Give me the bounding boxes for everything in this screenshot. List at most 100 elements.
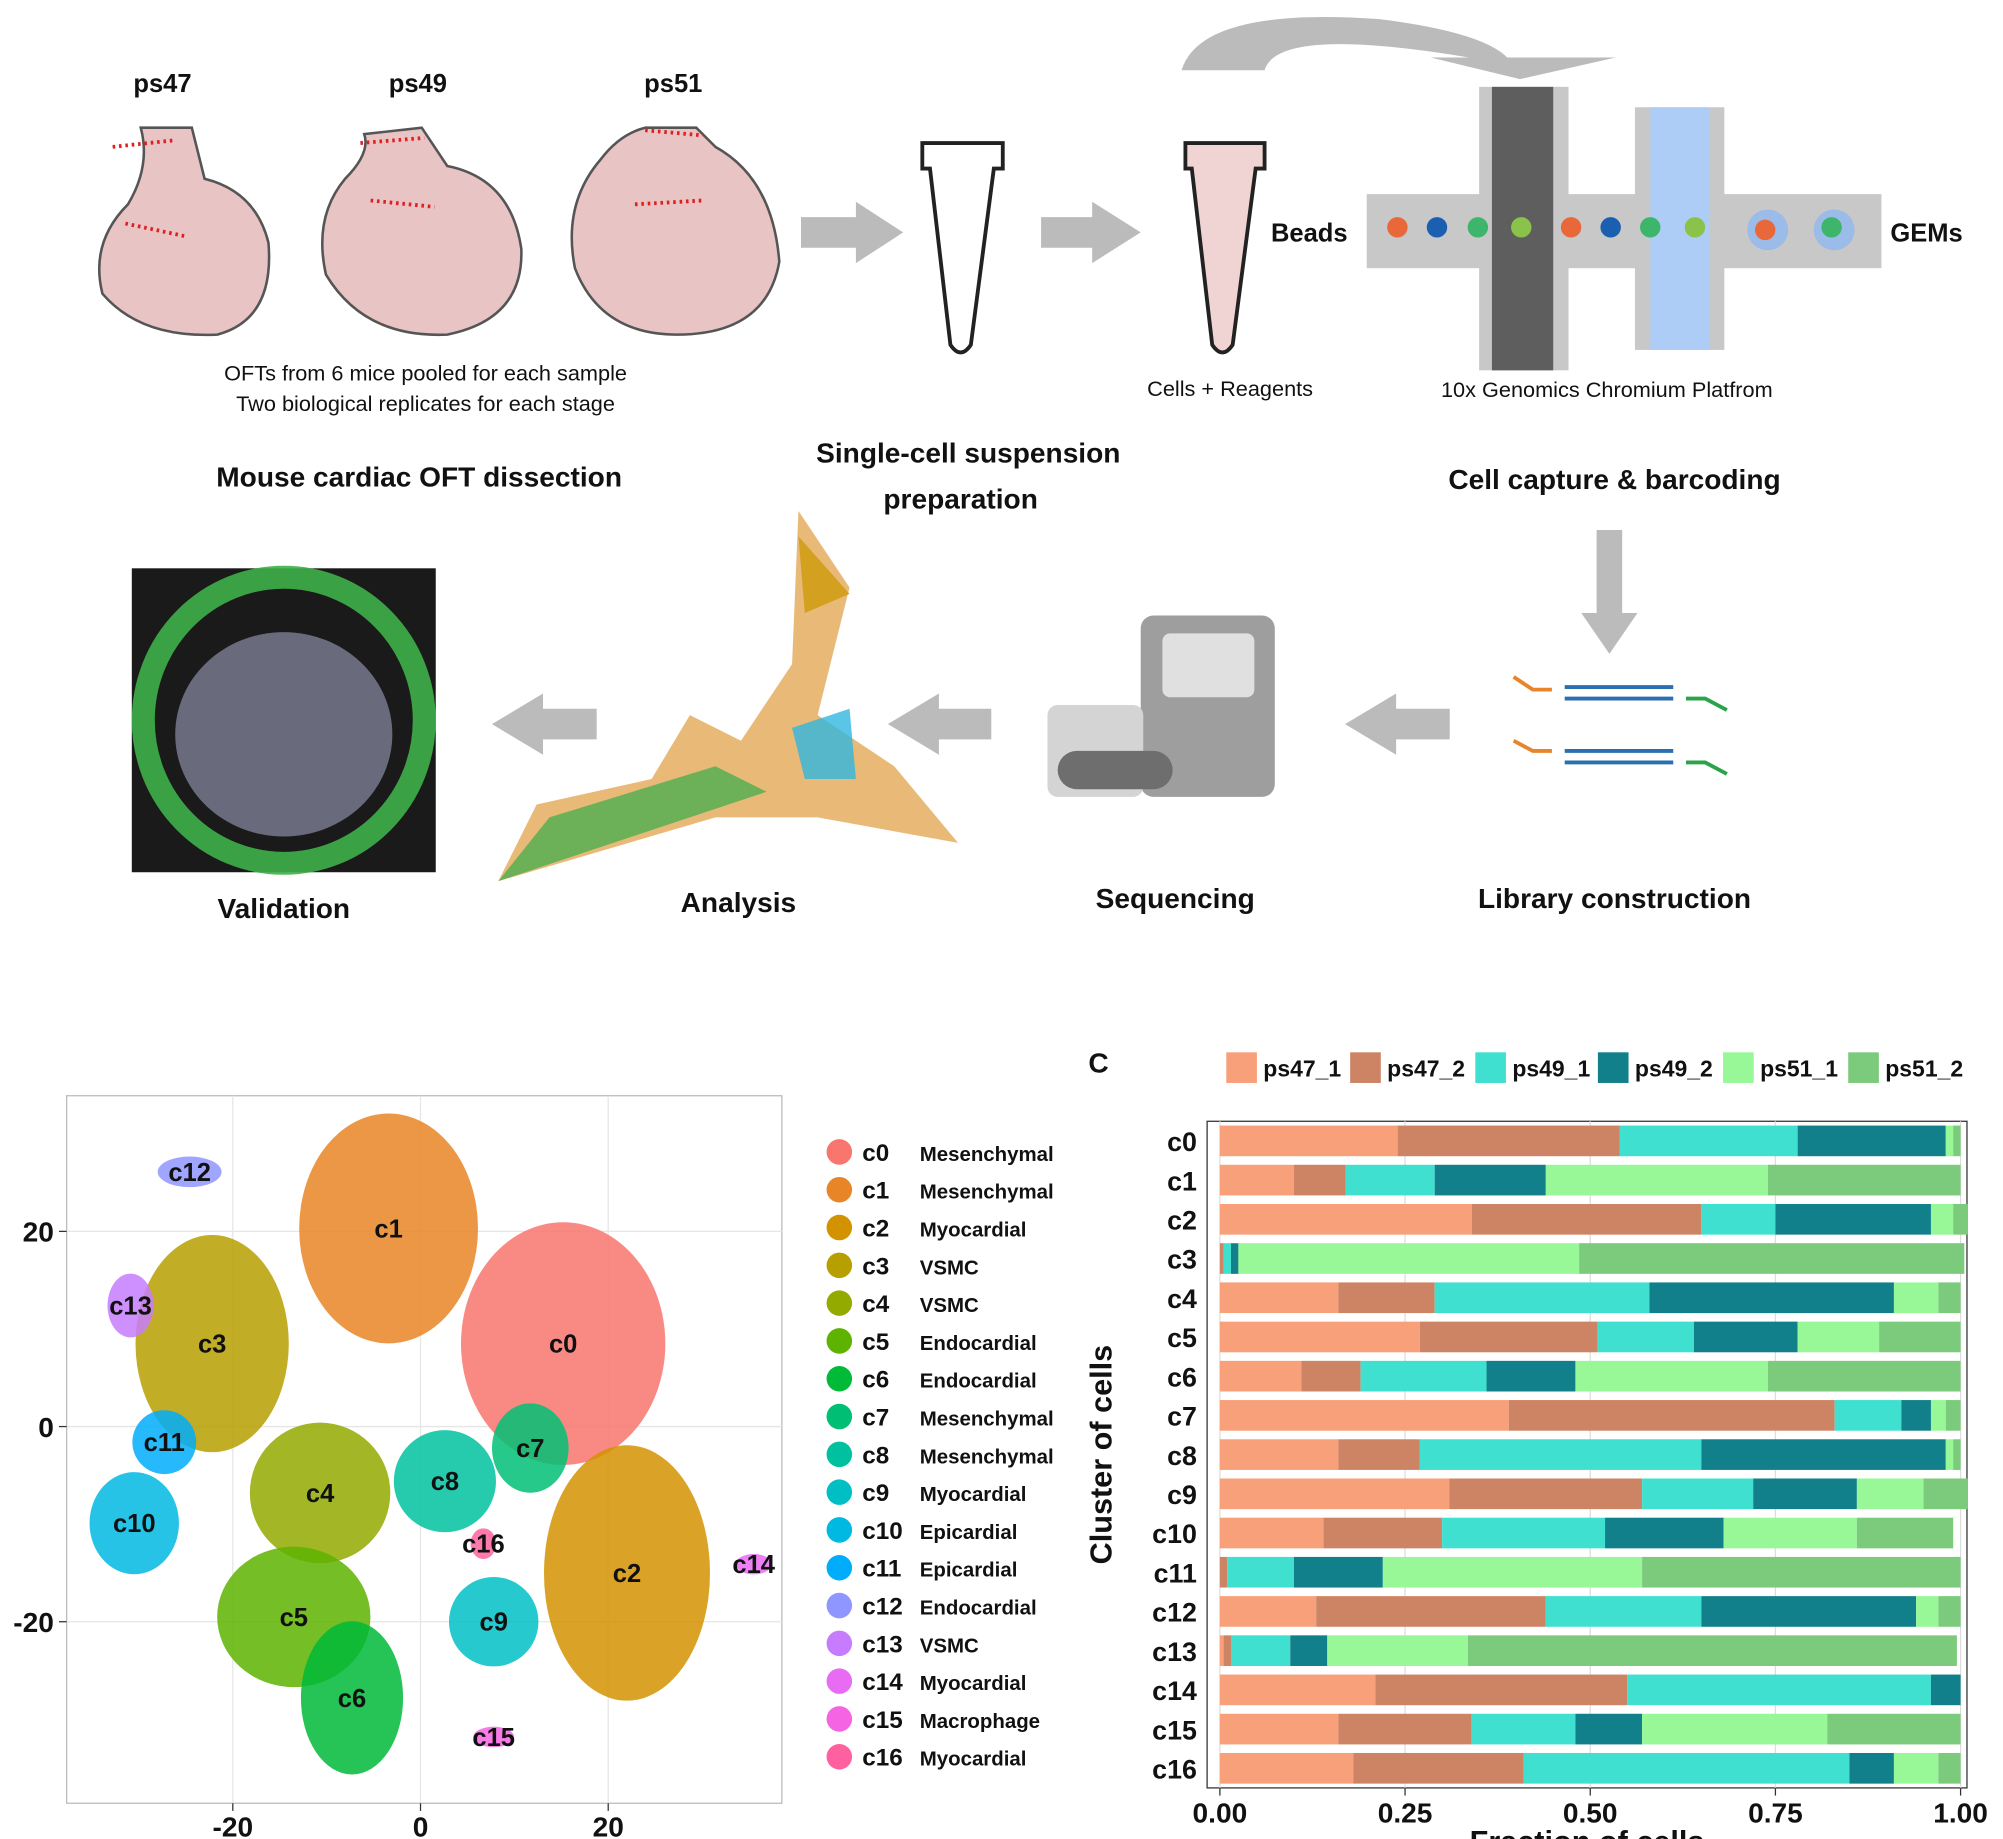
legend-label: c10 <box>862 1518 902 1545</box>
droplets <box>1387 209 1855 251</box>
bar-segment <box>1768 1164 1961 1196</box>
bar-segment <box>1945 1439 1954 1470</box>
legend-label: Epicardial <box>920 1522 1018 1544</box>
bar-segment <box>1219 1400 1509 1431</box>
bar-segment <box>1375 1674 1628 1706</box>
x-tick-label: 20 <box>593 1811 624 1839</box>
bar-segment <box>1486 1360 1576 1392</box>
sequencer <box>1162 633 1255 698</box>
x-tick-label: 0.50 <box>1563 1797 1618 1828</box>
legend-key <box>826 1328 853 1354</box>
tsne-panel: -20 0 20 -20 0 20 c0 c0 Mesenchymal c1 c1 Mesenchym… <box>13 1095 1054 1839</box>
cluster-label: c13 <box>109 1292 152 1320</box>
y-tick-label: 0 <box>38 1412 54 1443</box>
legend-label: VSMC <box>920 1635 979 1657</box>
y-tick-label: c13 <box>1152 1637 1197 1667</box>
legend-key <box>826 1668 853 1694</box>
legend-key <box>826 1630 853 1657</box>
validation-image <box>175 632 393 837</box>
legend-label: c15 <box>862 1707 902 1734</box>
platform-label: 10x Genomics Chromium Platfrom <box>1441 377 1773 402</box>
x-tick-label: 0.75 <box>1748 1797 1803 1828</box>
legend-key <box>826 1554 853 1581</box>
cluster-points <box>393 1430 496 1533</box>
legend-label: Mesenchymal <box>920 1144 1054 1166</box>
bar-segment <box>1723 1517 1857 1549</box>
stage-label: ps47 <box>133 70 191 98</box>
bar-segment <box>1605 1517 1724 1549</box>
cluster-label: c9 <box>480 1609 508 1637</box>
cluster-points <box>492 1403 569 1493</box>
y-tick-label: c0 <box>1167 1127 1197 1157</box>
legend-label: c5 <box>862 1329 889 1356</box>
bar-segment <box>1753 1478 1857 1510</box>
bar-segment <box>1797 1125 1946 1157</box>
cluster-label: c5 <box>280 1604 308 1632</box>
y-axis-title: Cluster of cells <box>1084 1345 1118 1565</box>
bar-segment <box>1360 1360 1487 1392</box>
legend-key <box>1475 1052 1506 1083</box>
legend-label: Epicardial <box>920 1560 1018 1582</box>
bar-segment <box>1219 1596 1317 1627</box>
bar-segment <box>1701 1439 1946 1470</box>
validation-image <box>131 565 436 875</box>
legend-key <box>826 1743 853 1770</box>
legend-label: ps47_2 <box>1387 1056 1465 1082</box>
x-tick-label: 0.25 <box>1378 1797 1433 1828</box>
cluster-points <box>460 1222 666 1465</box>
cluster-points <box>107 1273 154 1338</box>
legend-label: Mesenchymal <box>920 1182 1054 1204</box>
bar-segment <box>1293 1164 1346 1196</box>
cluster-label: c15 <box>472 1724 515 1752</box>
bar-segment <box>1642 1713 1828 1745</box>
bar-segment <box>1471 1203 1702 1235</box>
legend-label: c11 <box>862 1556 901 1583</box>
legend-label: VSMC <box>920 1295 979 1317</box>
bar-segment <box>1693 1321 1798 1353</box>
legend-key <box>826 1139 853 1165</box>
legend-key <box>826 1403 853 1430</box>
bar-segment <box>1293 1556 1383 1588</box>
panel-label: C <box>1088 1048 1108 1079</box>
cluster-points <box>470 1528 497 1559</box>
bar-segment <box>1930 1203 1954 1235</box>
step-label: Cell capture & barcoding <box>1448 464 1780 495</box>
legend-label: c8 <box>862 1442 889 1469</box>
bar-segment <box>1579 1243 1965 1274</box>
bar-segment <box>1768 1360 1961 1392</box>
x-tick-label: 0.00 <box>1193 1797 1248 1828</box>
legend-label: Myocardial <box>920 1673 1027 1695</box>
legend-key <box>826 1252 853 1279</box>
bar-segment <box>1353 1752 1524 1784</box>
step-label: Mouse cardiac OFT dissection <box>216 462 622 493</box>
legend-label: Macrophage <box>920 1711 1040 1733</box>
bar-segment <box>1219 1321 1420 1353</box>
x-axis-title: Fraction of cells <box>1470 1825 1705 1839</box>
legend-label: c14 <box>862 1669 903 1696</box>
bar-segment <box>1619 1125 1798 1157</box>
legend-key <box>826 1214 853 1241</box>
bar-segment <box>1219 1517 1324 1549</box>
cluster-points <box>132 1410 197 1475</box>
cluster-points <box>735 1553 772 1575</box>
bar-segment <box>1953 1439 1961 1470</box>
gems-label: GEMs <box>1890 219 1962 247</box>
legend-key <box>826 1706 853 1732</box>
legend-label: c7 <box>862 1404 889 1431</box>
stage-label: ps51 <box>644 70 702 98</box>
bar-segment <box>1382 1556 1643 1588</box>
cluster-label: c2 <box>613 1560 641 1588</box>
legend-label: Endocardial <box>920 1333 1037 1355</box>
legend-label: c13 <box>862 1631 902 1658</box>
bar-segment <box>1301 1360 1361 1392</box>
cluster-points <box>89 1472 179 1575</box>
cells-label: Cells + Reagents <box>1147 376 1313 401</box>
step-label: Validation <box>217 893 350 924</box>
cluster-points <box>473 1726 515 1748</box>
bar-segment <box>1827 1713 1961 1745</box>
y-tick-label: c3 <box>1167 1245 1197 1275</box>
y-tick-label: c5 <box>1167 1323 1197 1353</box>
bar-segment <box>1953 1125 1961 1157</box>
bar-segment <box>1945 1125 1954 1157</box>
legend-key <box>826 1517 853 1543</box>
